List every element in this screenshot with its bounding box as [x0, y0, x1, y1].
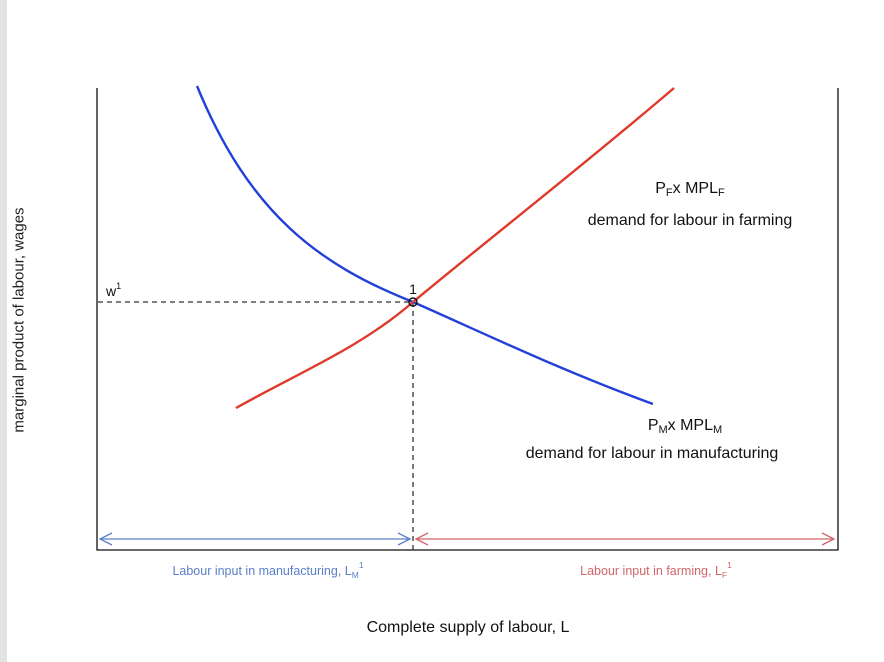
- plot-frame: [96, 88, 839, 551]
- farming-curve-formula: PFx MPLF: [655, 180, 725, 199]
- manufacturing-curve-formula: PMx MPLM: [648, 417, 722, 436]
- x-axis-label: Complete supply of labour, L: [366, 619, 570, 636]
- manufacturing-demand-curve: [195, 85, 654, 406]
- farming-curve-caption: demand for labour in farming: [588, 212, 793, 229]
- page-left-edge: [0, 0, 7, 662]
- wage-label: w1: [105, 281, 121, 299]
- farming-labour-arrow: [414, 532, 836, 546]
- farming-labour-label: Labour input in farming, LF1: [580, 560, 732, 580]
- manufacturing-labour-label: Labour input in manufacturing, LM1: [172, 560, 363, 580]
- equilibrium-label: 1: [409, 281, 417, 297]
- manufacturing-curve-caption: demand for labour in manufacturing: [526, 445, 779, 462]
- manufacturing-labour-arrow: [98, 532, 412, 546]
- equilibrium-point: [408, 297, 418, 307]
- y-axis-label: marginal product of labour, wages: [10, 207, 28, 433]
- farming-demand-curve: [235, 87, 675, 410]
